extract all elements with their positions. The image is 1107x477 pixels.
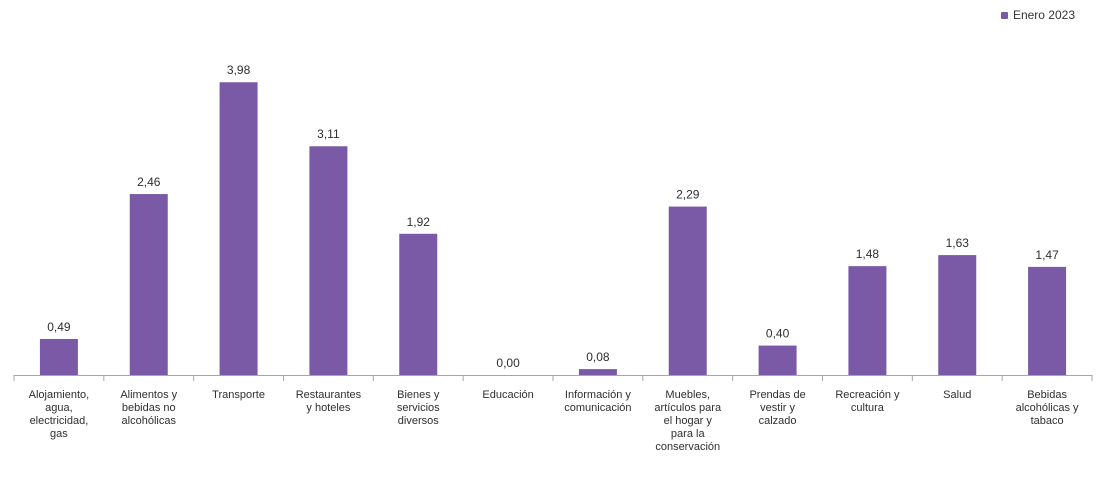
category-label-line: Recreación y xyxy=(835,389,900,401)
category-label-line: Transporte xyxy=(212,389,265,401)
category-label: Bebidas alcohólicas y tabaco xyxy=(1016,389,1079,427)
category-label-line: diversos xyxy=(398,415,439,427)
legend-swatch xyxy=(1000,11,1008,19)
data-label: 3,11 xyxy=(317,127,340,141)
category-label-line: Bebidas xyxy=(1027,389,1067,401)
category-label-line: bebidas no xyxy=(122,402,176,414)
bars-layer xyxy=(39,82,1067,375)
data-label: 1,48 xyxy=(856,247,880,261)
category-label: Transporte xyxy=(212,389,265,401)
data-label: 0,49 xyxy=(47,320,71,334)
bar xyxy=(848,266,887,375)
category-labels-layer: Alojamiento, agua, electricidad, gas Aliment… xyxy=(29,389,1079,453)
data-label: 2,29 xyxy=(676,188,700,202)
category-label-line: Bienes y xyxy=(397,389,440,401)
data-label: 1,47 xyxy=(1035,248,1059,262)
category-label-line: Prendas de xyxy=(749,389,805,401)
category-label-line: gas xyxy=(50,428,68,440)
bar xyxy=(219,82,258,375)
data-label: 3,98 xyxy=(227,63,251,77)
axis-layer xyxy=(13,375,1093,381)
category-label: Información y comunicación xyxy=(564,389,631,414)
data-label: 0,40 xyxy=(766,327,790,341)
category-label-line: Alimentos y xyxy=(120,389,177,401)
category-label-line: Salud xyxy=(943,389,971,401)
data-label: 1,92 xyxy=(407,215,431,229)
category-label-line: alcohólicas y xyxy=(1016,402,1079,414)
legend: Enero 2023 xyxy=(1000,8,1075,22)
category-label-line: alcohólicas xyxy=(122,415,177,427)
category-label: Restaurantes y hoteles xyxy=(296,389,362,414)
category-label-line: servicios xyxy=(397,402,440,414)
bar xyxy=(1028,266,1067,375)
category-label-line: para la xyxy=(671,428,706,440)
category-label-line: Información y xyxy=(565,389,632,401)
category-label-line: cultura xyxy=(851,402,885,414)
category-label: Prendas de vestir y calzado xyxy=(749,389,805,427)
category-label-line: comunicación xyxy=(564,402,631,414)
category-label-line: artículos para xyxy=(654,402,722,414)
category-label-line: tabaco xyxy=(1031,415,1064,427)
data-label: 0,00 xyxy=(496,356,520,370)
category-label-line: calzado xyxy=(759,415,797,427)
value-labels-layer: 0,49 2,46 3,98 3,11 1,92 0,00 0,08 2,29 0,40 1,48… xyxy=(47,63,1059,370)
bar xyxy=(129,194,168,375)
bar xyxy=(758,345,797,375)
data-label: 0,08 xyxy=(586,350,610,364)
bar xyxy=(399,233,438,375)
category-label: Alojamiento, agua, electricidad, gas xyxy=(29,389,90,440)
legend-label: Enero 2023 xyxy=(1012,8,1075,22)
data-label: 2,46 xyxy=(137,175,161,189)
category-label-line: electricidad, xyxy=(30,415,89,427)
category-label: Bienes y servicios diversos xyxy=(397,389,440,427)
category-label: Educación xyxy=(482,389,533,401)
category-label-line: Restaurantes xyxy=(296,389,362,401)
bar xyxy=(309,146,348,375)
bar xyxy=(668,206,707,375)
category-label-line: Muebles, xyxy=(665,389,710,401)
category-label-line: el hogar y xyxy=(664,415,713,427)
category-label-line: Alojamiento, xyxy=(29,389,90,401)
bar xyxy=(938,255,977,375)
category-label-line: Educación xyxy=(482,389,533,401)
category-label-line: y hoteles xyxy=(306,402,351,414)
category-label-line: conservación xyxy=(655,441,720,453)
category-label: Recreación y cultura xyxy=(835,389,900,414)
category-label-line: vestir y xyxy=(760,402,795,414)
bar xyxy=(578,369,617,375)
category-label: Alimentos y bebidas no alcohólicas xyxy=(120,389,177,427)
category-label: Muebles, artículos para el hogar y para la c… xyxy=(654,389,722,453)
category-label: Salud xyxy=(943,389,971,401)
category-label-line: agua, xyxy=(45,402,73,414)
data-label: 1,63 xyxy=(946,236,970,250)
bar xyxy=(39,338,78,375)
